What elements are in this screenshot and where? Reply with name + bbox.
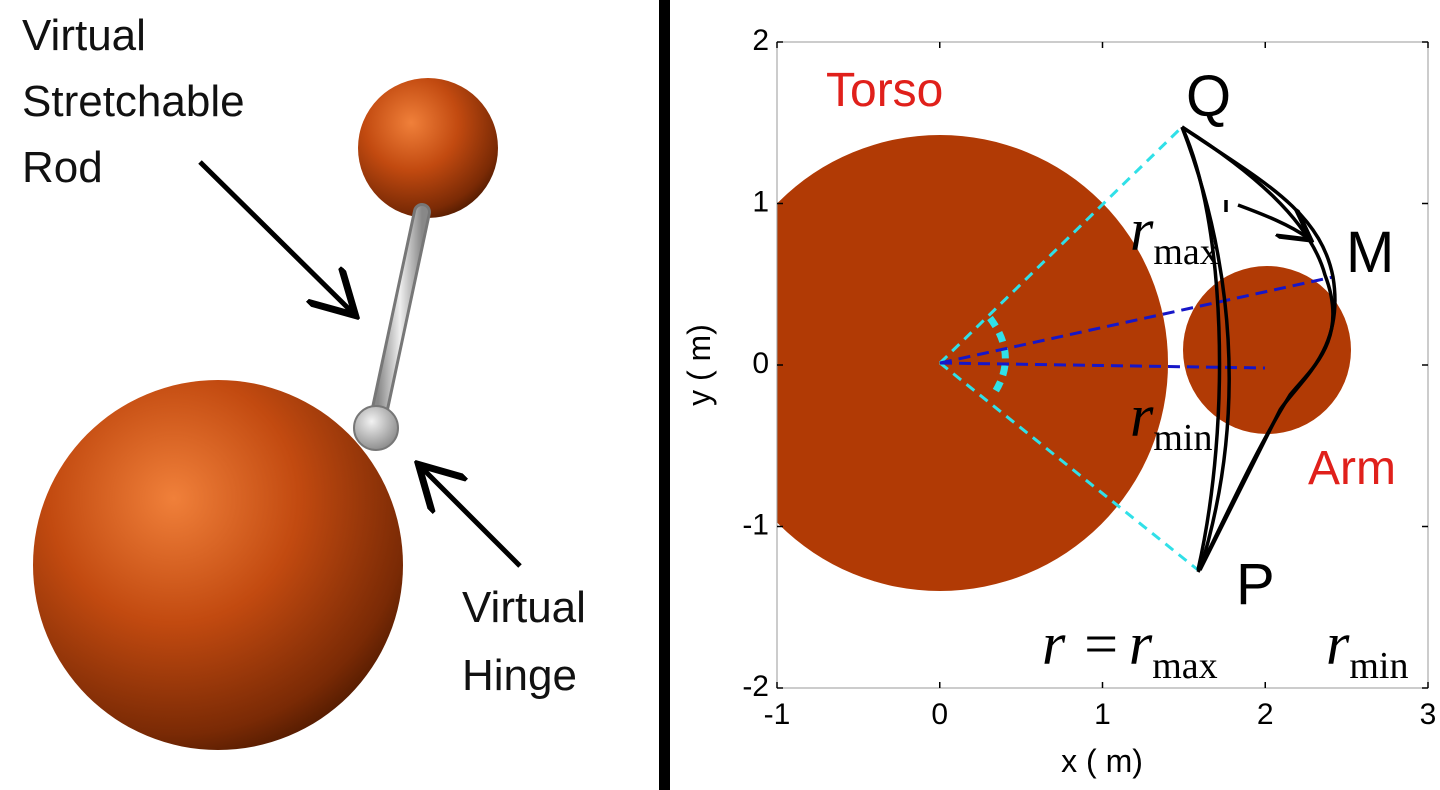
hinge-arrow <box>422 468 522 568</box>
blue-ray <box>939 361 1266 370</box>
y-tick-label: 2 <box>752 24 769 57</box>
rod-label-line: Stretchable <box>22 77 245 126</box>
x-tick-label: -1 <box>764 698 791 731</box>
torso <box>777 135 1168 591</box>
rod-arrow <box>198 160 352 312</box>
angle-arc <box>987 315 1009 394</box>
large-sphere <box>33 380 403 750</box>
rod-label-line: Rod <box>22 143 103 192</box>
point-p: P <box>1236 552 1275 617</box>
subscript: min <box>1349 645 1408 687</box>
divider <box>659 0 670 790</box>
x-axis-label: x ( m) <box>1061 743 1143 779</box>
symbol: r <box>1130 197 1154 263</box>
rod <box>372 206 428 424</box>
subscript: max <box>1153 231 1218 273</box>
path-curve <box>1181 125 1335 573</box>
left-panel: Virtual Stretchable Rod Virtual Hinge <box>22 11 586 750</box>
y-tick-label: -2 <box>742 670 769 703</box>
cyan-ray <box>938 125 1184 365</box>
r-min-label: rmin <box>1130 383 1212 459</box>
y-tick-label: 1 <box>752 185 769 218</box>
r-max-label: rmax <box>1130 197 1219 273</box>
small-sphere <box>358 78 498 218</box>
r-min-corner: rmin <box>1326 611 1408 687</box>
symbol: r <box>1129 611 1153 677</box>
x-tick-label: 1 <box>1094 698 1111 731</box>
symbol: r <box>1326 611 1350 677</box>
hinge-label-line: Hinge <box>462 651 577 700</box>
path-curve <box>1180 126 1231 571</box>
x-tick-label: 0 <box>931 698 948 731</box>
hinge <box>353 405 399 451</box>
point-m: M <box>1346 220 1394 285</box>
equation: r = rmax <box>1042 611 1218 687</box>
y-axis-label: y ( m) <box>681 324 717 406</box>
torso-label: Torso <box>826 64 943 117</box>
point-q: Q <box>1186 64 1231 129</box>
subscript: max <box>1152 645 1217 687</box>
subscript: min <box>1153 417 1212 459</box>
hinge-label-line: Virtual <box>462 583 586 632</box>
motion-arrow <box>1224 200 1308 238</box>
x-tick-label: 2 <box>1257 698 1274 731</box>
y-tick-label: -1 <box>742 508 769 541</box>
y-tick-label: 0 <box>752 347 769 380</box>
lhs: r = <box>1042 611 1121 677</box>
symbol: r <box>1130 383 1154 449</box>
cyan-ray <box>939 361 1199 572</box>
rod-label-line: Virtual <box>22 11 146 60</box>
blue-ray <box>939 275 1334 365</box>
x-tick-label: 3 <box>1420 698 1437 731</box>
right-panel: Torso Arm Q M P rmax rmin r = rmax rmin x… <box>681 24 1436 779</box>
arm-label: Arm <box>1308 442 1396 495</box>
